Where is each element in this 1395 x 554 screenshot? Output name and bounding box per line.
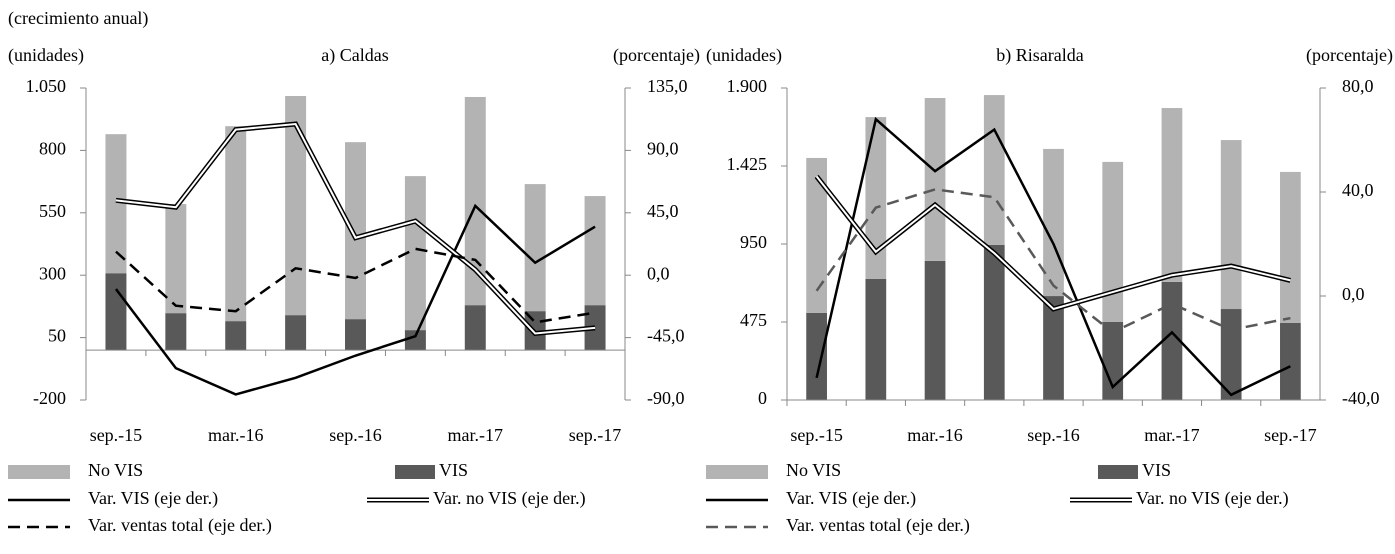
bar (1161, 108, 1183, 282)
bar (225, 321, 247, 351)
bar (345, 319, 366, 351)
bar (105, 273, 127, 351)
legend-label: Var. no VIS (eje der.) (1136, 488, 1289, 509)
legend-label: Var. VIS (eje der.) (786, 488, 916, 509)
x-tick-label: mar.-16 (907, 425, 963, 445)
bar (285, 315, 307, 351)
y-tick-label: 1.900 (727, 76, 768, 96)
y2-tick-label: -45,0 (647, 326, 685, 346)
legend-label: No VIS (88, 460, 143, 480)
bar (806, 312, 827, 400)
legend-label: Var. VIS (eje der.) (88, 488, 218, 509)
bar (105, 134, 127, 274)
legend-label: VIS (1142, 460, 1171, 480)
bar (1102, 322, 1124, 400)
bar (806, 157, 827, 313)
y2-axis-label: (porcentaje) (613, 45, 700, 66)
y-axis-label: (unidades) (706, 45, 782, 66)
y-tick-label: 1.425 (727, 154, 768, 174)
bar (225, 126, 247, 322)
bar (865, 278, 887, 400)
bar (1280, 322, 1301, 400)
bar (165, 204, 187, 314)
y2-tick-label: -40,0 (1342, 388, 1380, 408)
x-tick-label: mar.-17 (448, 425, 504, 445)
x-tick-label: sep.-15 (790, 425, 843, 445)
bar (983, 244, 1005, 400)
bar (1220, 309, 1242, 400)
bar (464, 305, 486, 351)
legend-label: Var. ventas total (eje der.) (88, 515, 272, 536)
bar (584, 196, 606, 306)
chart-title: a) Caldas (321, 45, 388, 66)
y2-tick-label: 0,0 (647, 263, 670, 283)
bar (345, 142, 366, 320)
y2-axis-label: (porcentaje) (1306, 45, 1393, 66)
legend-label: Var. no VIS (eje der.) (433, 488, 586, 509)
bar (464, 96, 486, 306)
subtitle: (crecimiento anual) (8, 8, 148, 29)
bar (865, 117, 887, 279)
bar (1220, 140, 1242, 310)
y-tick-label: -200 (33, 388, 66, 408)
x-tick-label: sep.-16 (329, 425, 382, 445)
line (815, 188, 1291, 334)
legend-swatch (706, 465, 768, 479)
x-tick-label: sep.-17 (569, 425, 622, 445)
y-tick-label: 550 (39, 201, 66, 221)
y-tick-label: 300 (39, 263, 66, 283)
y-tick-label: 0 (758, 388, 767, 408)
bar (404, 330, 426, 351)
bar (404, 176, 426, 331)
y-tick-label: 800 (39, 139, 66, 159)
legend-swatch (1098, 465, 1138, 479)
bar (1043, 296, 1064, 400)
bar (1043, 148, 1064, 297)
bar (1161, 281, 1183, 400)
y2-tick-label: 0,0 (1342, 284, 1365, 304)
line (115, 247, 596, 324)
y2-tick-label: 90,0 (647, 139, 679, 159)
bar (1280, 171, 1301, 323)
y-tick-label: 950 (740, 232, 767, 252)
y2-tick-label: 40,0 (1342, 180, 1374, 200)
bar (524, 184, 546, 312)
bar (285, 95, 307, 316)
legend-swatch (8, 465, 70, 479)
legend-swatch (395, 465, 435, 479)
bar (1102, 161, 1124, 322)
bar (924, 98, 946, 261)
y-tick-label: 50 (48, 326, 66, 346)
line (815, 116, 1291, 397)
x-tick-label: sep.-16 (1027, 425, 1080, 445)
y2-tick-label: -90,0 (647, 388, 685, 408)
y-tick-label: 475 (740, 310, 767, 330)
x-tick-label: sep.-15 (90, 425, 143, 445)
y-axis-label: (unidades) (8, 45, 84, 66)
y-tick-label: 1.050 (26, 76, 67, 96)
bar (983, 95, 1005, 245)
line (114, 203, 596, 396)
line-inner (115, 122, 596, 335)
y2-tick-label: 45,0 (647, 201, 679, 221)
y2-tick-label: 135,0 (647, 76, 688, 96)
bar (165, 313, 187, 351)
legend-label: VIS (439, 460, 468, 480)
y2-tick-label: 80,0 (1342, 76, 1374, 96)
x-tick-label: sep.-17 (1264, 425, 1317, 445)
bar (584, 305, 606, 351)
x-tick-label: mar.-17 (1144, 425, 1200, 445)
legend-label: No VIS (786, 460, 841, 480)
x-tick-label: mar.-16 (208, 425, 264, 445)
bar (924, 260, 946, 400)
legend-label: Var. ventas total (eje der.) (786, 515, 970, 536)
chart-title: b) Risaralda (996, 45, 1083, 66)
line-inner (815, 175, 1291, 311)
